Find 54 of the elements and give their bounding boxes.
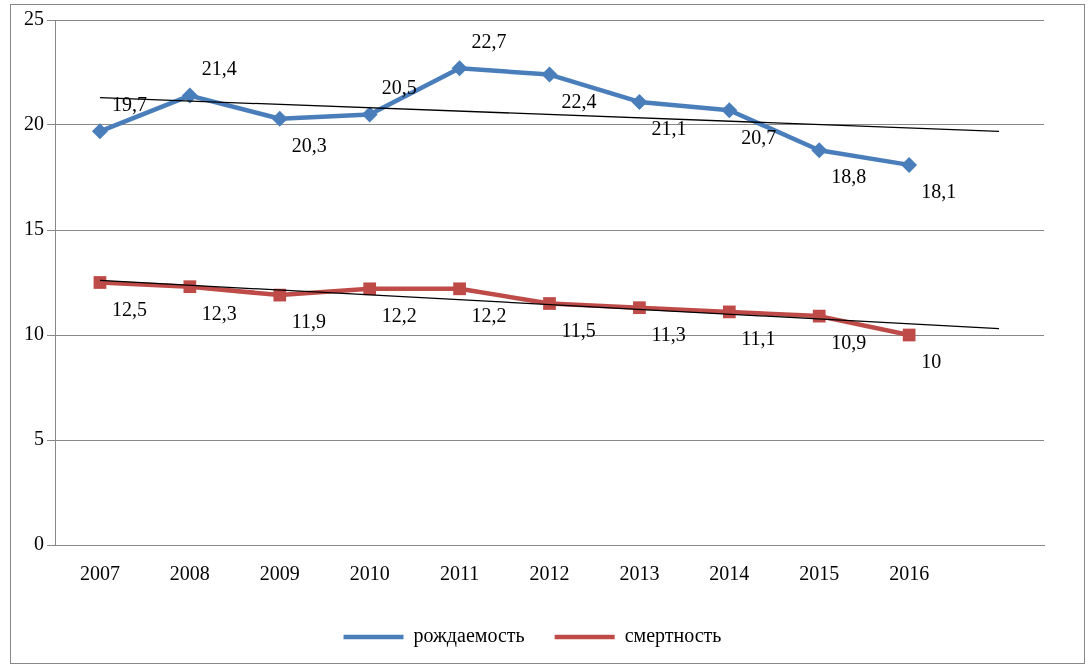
data-label: 12,2 bbox=[381, 304, 417, 327]
y-tick-label: 10 bbox=[24, 322, 44, 345]
y-tick-label: 20 bbox=[24, 112, 44, 135]
data-label: 11,5 bbox=[561, 318, 596, 341]
point bbox=[543, 297, 556, 310]
point bbox=[451, 60, 468, 77]
x-tick-label: 2013 bbox=[619, 562, 660, 585]
point bbox=[811, 142, 828, 159]
point bbox=[93, 276, 107, 289]
x-tick-label: 2014 bbox=[709, 562, 750, 585]
legend-label: рождаемость bbox=[413, 624, 525, 648]
data-label: 21,4 bbox=[201, 56, 237, 79]
point bbox=[633, 301, 646, 315]
data-label: 18,1 bbox=[921, 180, 957, 203]
data-label: 21,1 bbox=[651, 117, 687, 140]
point bbox=[91, 123, 108, 140]
point bbox=[453, 282, 466, 296]
point bbox=[631, 93, 648, 110]
data-label: 18,8 bbox=[831, 165, 867, 188]
point bbox=[181, 87, 198, 104]
point bbox=[721, 102, 738, 119]
x-tick-label: 2008 bbox=[169, 562, 210, 585]
x-tick-label: 2016 bbox=[889, 562, 930, 585]
data-label: 20,5 bbox=[381, 75, 417, 98]
data-label: 12,3 bbox=[201, 301, 237, 324]
y-tick-label: 0 bbox=[34, 532, 44, 555]
x-tick-label: 2012 bbox=[529, 562, 570, 585]
data-label: 12,5 bbox=[111, 297, 147, 320]
data-label: 10 bbox=[921, 350, 942, 373]
point bbox=[902, 328, 916, 342]
data-label: 20,7 bbox=[741, 125, 777, 148]
y-tick-label: 25 bbox=[24, 7, 44, 30]
data-label: 22,7 bbox=[471, 29, 507, 52]
x-tick-label: 2007 bbox=[79, 562, 120, 585]
data-label: 11,1 bbox=[741, 327, 776, 350]
point bbox=[901, 156, 918, 173]
y-tick-label: 5 bbox=[34, 427, 44, 450]
point bbox=[541, 66, 558, 83]
data-label: 22,4 bbox=[561, 89, 597, 112]
data-label: 19,7 bbox=[111, 92, 147, 115]
data-label: 12,2 bbox=[471, 304, 507, 327]
point bbox=[361, 106, 378, 123]
data-label: 11,9 bbox=[291, 310, 327, 333]
data-label: 10,9 bbox=[831, 331, 867, 354]
data-label: 11,3 bbox=[651, 322, 686, 345]
x-tick-label: 2009 bbox=[259, 562, 300, 585]
data-label: 20,3 bbox=[291, 133, 327, 156]
legend-label: смертность bbox=[624, 624, 722, 648]
x-tick-label: 2010 bbox=[349, 562, 390, 585]
x-tick-label: 2015 bbox=[799, 562, 840, 585]
y-tick-label: 15 bbox=[24, 217, 44, 240]
point bbox=[271, 110, 288, 127]
point bbox=[363, 282, 377, 296]
x-tick-label: 2011 bbox=[439, 562, 480, 585]
